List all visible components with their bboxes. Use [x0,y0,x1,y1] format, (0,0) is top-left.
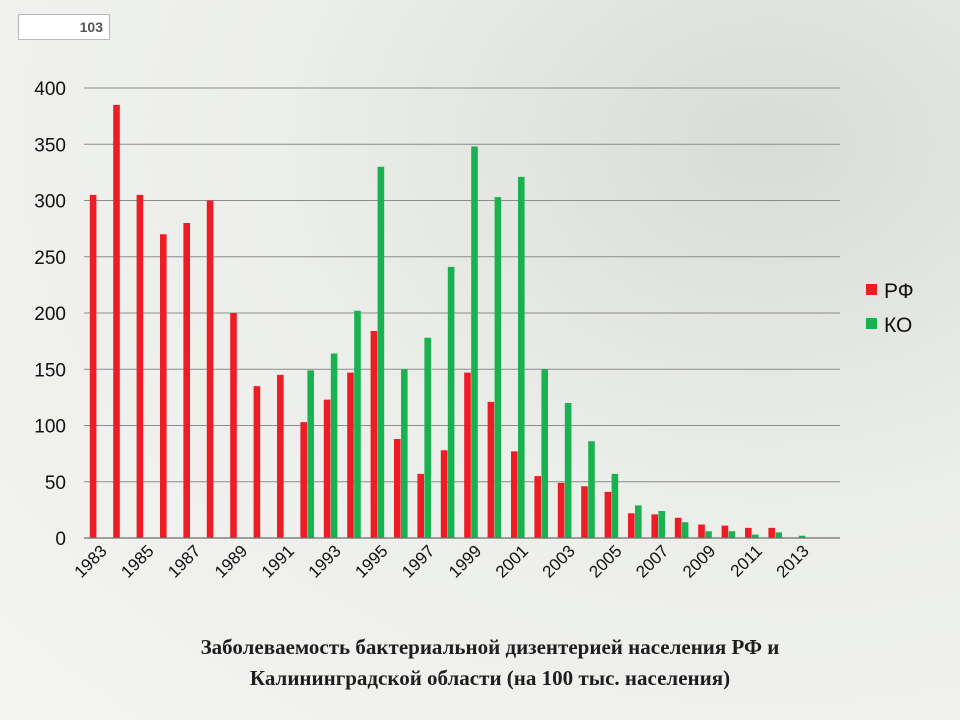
bar-rf-1986 [160,234,167,538]
bar-rf-2000 [487,401,495,538]
bar-rf-1984 [113,104,120,538]
bar-rf-1992 [300,422,307,538]
page-number: 103 [18,14,110,40]
bar-ko-2010 [728,531,736,538]
chart-gridlines [84,87,840,539]
bar-rf-2010 [721,525,729,538]
bar-ko-2007 [658,511,665,538]
x-tick-label: 1987 [164,541,204,581]
y-tick-label: 200 [34,304,66,325]
bar-rf-1993 [323,399,331,538]
legend-swatch [866,318,877,329]
x-tick-label: 2003 [539,541,579,581]
legend-swatch [866,284,877,295]
bar-rf-1985 [136,194,144,538]
chart-caption: Заболеваемость бактериальной дизентерией… [60,632,920,694]
bar-ko-2013 [798,535,806,538]
x-tick-label: 2005 [585,541,625,581]
bar-rf-1990 [253,386,261,538]
bar-rf-1997 [417,473,424,538]
y-tick-label: 250 [34,248,66,269]
bar-ko-2003 [564,403,572,538]
y-tick-label: 50 [45,473,66,494]
bar-rf-1988 [206,200,214,538]
bar-ko-2004 [588,441,595,538]
bar-rf-1995 [370,331,378,538]
x-tick-label: 1995 [351,541,391,581]
bar-rf-1996 [394,439,401,538]
bar-rf-1999 [464,372,471,538]
bar-rf-1994 [347,372,354,538]
y-tick-label: 0 [55,529,66,550]
bar-ko-2000 [494,197,502,538]
x-tick-label: 1999 [445,541,485,581]
legend-label: РФ [884,280,914,303]
bar-rf-2009 [698,524,705,538]
bar-rf-2001 [511,451,518,538]
bar-ko-2006 [635,505,642,538]
bar-ko-1999 [471,146,478,538]
x-tick-label: 1997 [398,541,438,581]
x-tick-label: 1993 [305,541,345,581]
bar-rf-2007 [651,514,658,538]
bar-rf-2005 [604,491,612,538]
bar-ko-1995 [377,166,385,538]
bar-rf-1991 [277,374,284,538]
caption-line-2: Калининградской области (на 100 тыс. нас… [249,666,731,690]
bar-rf-1998 [440,450,448,538]
x-tick-label: 1983 [71,541,111,581]
bar-rf-2002 [534,476,541,538]
bar-rf-1983 [89,194,97,538]
x-tick-label: 1985 [117,541,157,581]
chart-bars [89,104,806,538]
bar-rf-2004 [581,486,588,538]
x-tick-label: 1989 [211,541,251,581]
bar-ko-1994 [354,310,361,538]
bar-rf-2003 [557,482,565,538]
bar-ko-1996 [401,369,408,538]
bar-ko-1997 [424,337,431,538]
bar-rf-1989 [230,313,237,538]
bar-ko-2008 [681,522,689,538]
bar-rf-2012 [768,527,775,538]
chart-legend: РФ КО [866,280,914,337]
x-tick-label: 2001 [492,541,532,581]
bar-rf-1987 [183,223,190,538]
y-tick-label: 100 [34,417,66,438]
bar-ko-2011 [752,534,759,538]
bar-rf-2011 [745,527,752,538]
x-tick-label: 2013 [773,541,813,581]
bar-ko-2005 [611,473,619,538]
y-tick-label: 300 [34,192,66,213]
bar-ko-2012 [775,532,782,538]
bar-ko-2009 [705,531,712,538]
x-tick-label: 1991 [258,541,298,581]
caption-line-1: Заболеваемость бактериальной дизентерией… [200,635,780,659]
x-axis-tick-labels: 1983 1985 1987 1989 1991 1993 1995 1997 1999 2001… [71,541,813,581]
bar-ko-2002 [541,369,548,538]
x-tick-label: 2009 [679,541,719,581]
x-tick-label: 2011 [727,541,766,580]
bar-ko-1998 [447,266,455,538]
y-tick-label: 400 [34,79,66,100]
bar-ko-1993 [330,353,338,538]
legend-label: КО [884,314,912,337]
bar-rf-2006 [628,513,635,538]
bar-ko-2001 [518,176,525,538]
bar-ko-1992 [307,370,314,538]
bar-chart: 0 50 100 150 200 250 300 350 400 1983 1985 1987 198… [34,79,914,582]
bar-rf-2008 [674,517,682,538]
y-tick-label: 350 [34,135,66,156]
y-tick-label: 150 [34,360,66,381]
x-tick-label: 2007 [632,541,672,581]
y-axis-tick-labels: 0 50 100 150 200 250 300 350 400 [34,79,66,550]
